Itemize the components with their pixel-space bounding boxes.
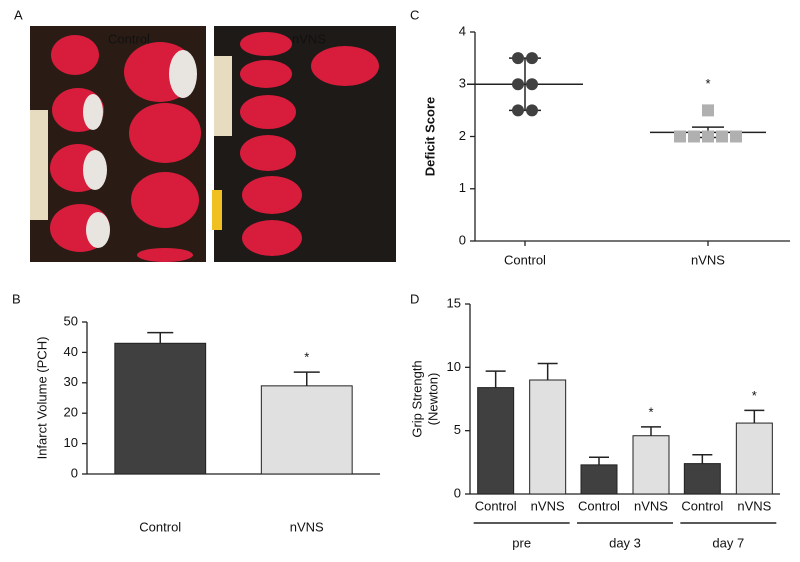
significance-marker: * <box>304 350 309 365</box>
panel-label: C <box>410 7 419 22</box>
y-tick-label: 15 <box>447 295 461 310</box>
x-tick-label: nVNS <box>290 519 324 534</box>
bar-label: Control <box>578 498 620 513</box>
point <box>526 78 538 91</box>
infarct-areas <box>83 50 197 248</box>
y-tick-label: 4 <box>459 23 466 38</box>
point <box>702 130 714 143</box>
point <box>526 52 538 65</box>
bar <box>529 379 567 495</box>
y-tick-label: 20 <box>64 405 78 420</box>
y-tick-label: 3 <box>459 76 466 91</box>
y-tick-label: 0 <box>71 465 78 480</box>
significance-marker: * <box>705 76 710 91</box>
y-axis-label: (Newton) <box>425 373 440 426</box>
bar-label: nVNS <box>531 498 565 513</box>
point <box>512 104 524 117</box>
point <box>526 104 538 117</box>
significance-marker: * <box>648 404 653 419</box>
y-tick-label: 1 <box>459 180 466 195</box>
y-axis-label: Infarct Volume (PCH) <box>34 337 49 460</box>
bar <box>580 464 618 495</box>
bar <box>683 463 721 495</box>
y-axis-label: Grip Strength <box>409 360 424 437</box>
label-strip <box>212 190 222 230</box>
bar <box>260 385 353 475</box>
bar <box>114 342 207 475</box>
panel-label: A <box>14 7 23 22</box>
y-tick-label: 5 <box>454 422 461 437</box>
y-axis-label: Deficit Score <box>422 97 437 176</box>
photo-panel <box>30 26 396 262</box>
point <box>512 52 524 65</box>
y-tick-label: 0 <box>454 485 461 500</box>
bar <box>477 387 515 495</box>
x-tick-label: Control <box>504 252 546 267</box>
y-tick-label: 2 <box>459 128 466 143</box>
point <box>702 104 714 117</box>
x-tick-label: nVNS <box>691 252 725 267</box>
y-tick-label: 50 <box>64 313 78 328</box>
group-label: day 7 <box>712 535 744 550</box>
photo-label: nVNS <box>292 31 326 46</box>
panel-label: D <box>410 291 419 306</box>
bar <box>632 435 670 495</box>
point <box>730 130 742 143</box>
bar-label: Control <box>681 498 723 513</box>
bar-label: nVNS <box>737 498 771 513</box>
bar <box>735 422 773 495</box>
photo-label: Control <box>108 31 150 46</box>
bar-label: nVNS <box>634 498 668 513</box>
ruler <box>30 110 48 220</box>
significance-marker: * <box>752 388 757 403</box>
group-label: pre <box>512 535 531 550</box>
y-tick-label: 30 <box>64 374 78 389</box>
bar-label: Control <box>475 498 517 513</box>
y-tick-label: 0 <box>459 232 466 247</box>
point <box>716 130 728 143</box>
group-label: day 3 <box>609 535 641 550</box>
point <box>688 130 700 143</box>
point <box>512 78 524 91</box>
point <box>674 130 686 143</box>
ruler <box>214 56 232 136</box>
x-tick-label: Control <box>139 519 181 534</box>
y-tick-label: 10 <box>447 359 461 374</box>
panel-label: B <box>12 291 21 306</box>
y-tick-label: 40 <box>64 344 78 359</box>
y-tick-label: 10 <box>64 435 78 450</box>
